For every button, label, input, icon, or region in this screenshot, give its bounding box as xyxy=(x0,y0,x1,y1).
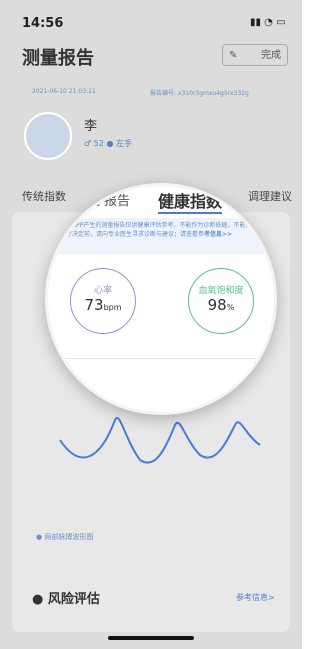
metric-value: 73 xyxy=(84,296,103,314)
tab[interactable]: 调理建议 xyxy=(248,188,292,204)
notice-link[interactable]: 考信息>> xyxy=(204,231,232,238)
done-label: 完成 xyxy=(261,50,281,61)
metric-unit: % xyxy=(227,303,235,312)
spo2-circle: 血氧饱和度 98% xyxy=(188,268,254,334)
done-button[interactable]: ✎ 完成 xyxy=(222,44,288,66)
waveform-label: ● 局部脉搏波形图 xyxy=(36,532,93,542)
waveform-text: 局部脉搏波形图 xyxy=(44,533,93,541)
divider xyxy=(48,358,274,359)
wave-line xyxy=(60,418,260,463)
age: 52 xyxy=(94,139,104,148)
heart-rate-circle: 心率 73bpm xyxy=(70,268,136,334)
report-no: 报告编号: x310r3gmxu4g5rx332g xyxy=(150,88,249,97)
user-meta: ♂ 52 ● 左手 xyxy=(84,138,132,149)
status-icons: ▮▮ ◔ ▭ xyxy=(250,17,286,28)
avatar xyxy=(24,112,72,160)
risk-link[interactable]: 参考信息> xyxy=(236,592,275,603)
metric-label: 血氧饱和度 xyxy=(189,283,253,296)
time: 14:56 xyxy=(22,16,63,31)
date: 2021-06-10 21:03:11 xyxy=(32,88,96,95)
risk-title: ● 风险评估 xyxy=(32,588,100,607)
screen: 14:56 ▮▮ ◔ ▭ 测量报告 ✎ 完成 2021-06-10 21:03:1… xyxy=(0,0,302,649)
hand: 左手 xyxy=(116,139,132,148)
magnifier: 理疗报告 健康指数 注：APP产生的测量报告仅供健康评估参考，不能作为诊断依据，… xyxy=(45,183,277,415)
user-name: 李 xyxy=(84,115,97,134)
edit-icon: ✎ xyxy=(223,45,237,67)
tab-active[interactable]: 健康指数 xyxy=(158,188,222,214)
metric-value: 98 xyxy=(208,296,227,314)
notice: 注：APP产生的测量报告仅供健康评估参考，不能作为诊断依据，不能作为医疗决定前，… xyxy=(56,218,266,254)
metric-unit: bpm xyxy=(104,303,122,312)
tab[interactable]: 理疗报告 xyxy=(78,190,130,209)
page-title: 测量报告 xyxy=(22,44,94,70)
tab[interactable]: 传统指数 xyxy=(22,188,66,204)
home-indicator xyxy=(108,636,194,640)
metric-label: 心率 xyxy=(71,283,135,296)
risk-title-text: 风险评估 xyxy=(48,592,100,607)
